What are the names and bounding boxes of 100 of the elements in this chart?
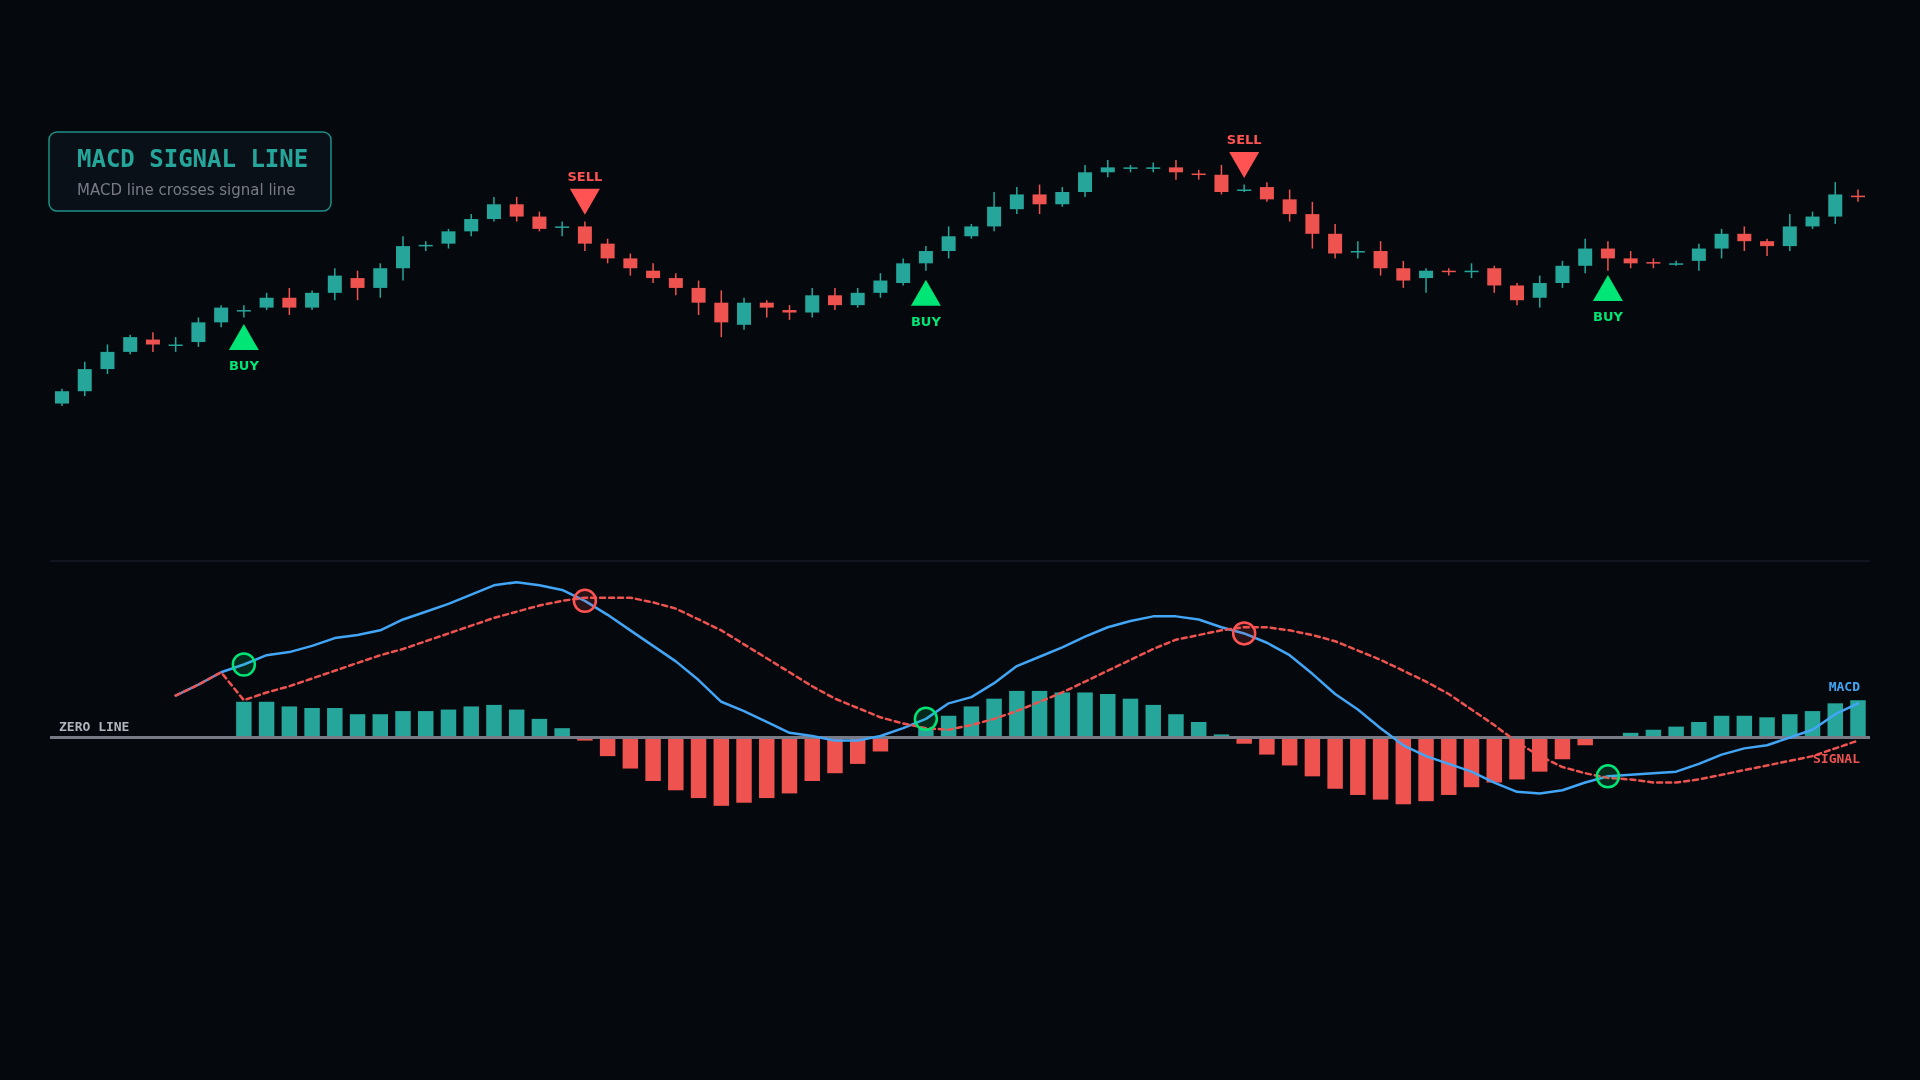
bar: [1100, 694, 1116, 738]
candlestick: [441, 228, 456, 250]
bar: [327, 707, 343, 738]
candlestick: [1146, 161, 1161, 174]
candlestick: [1600, 240, 1615, 272]
bar: [713, 737, 730, 806]
candlestick: [1078, 164, 1093, 198]
candlestick: [1009, 186, 1024, 215]
bar: [1441, 737, 1457, 795]
bar: [1122, 698, 1139, 738]
bar: [508, 709, 525, 738]
series-label: SELL: [1226, 131, 1262, 147]
bar: [1168, 714, 1184, 738]
bar: [1418, 737, 1434, 802]
bar: [759, 737, 775, 799]
point: [910, 279, 941, 306]
chart-title: MACD SIGNAL LINE: [77, 145, 309, 173]
candlestick: [805, 287, 820, 319]
bar: [1054, 692, 1071, 738]
candlestick: [759, 299, 774, 319]
bar: [372, 714, 389, 738]
candlestick: [1578, 237, 1593, 274]
candlestick: [214, 304, 229, 329]
bar: [418, 711, 434, 738]
candlestick: [827, 287, 842, 311]
bar: [1327, 737, 1343, 789]
bar: [349, 714, 366, 738]
candlestick: [896, 257, 911, 287]
point: [913, 706, 939, 732]
bar: [463, 706, 479, 738]
candlestick: [691, 279, 706, 316]
candlestick: [577, 220, 592, 252]
candlestick: [1100, 159, 1115, 178]
candlestick: [282, 287, 297, 316]
candlestick: [1032, 183, 1047, 215]
bar: [1145, 704, 1161, 738]
bar: [668, 737, 684, 791]
series-label: BUY: [228, 358, 260, 374]
bar: [690, 737, 707, 799]
candlestick: [1782, 213, 1797, 252]
bar: [1281, 737, 1298, 766]
candlestick: [532, 210, 547, 233]
candlestick: [1055, 186, 1070, 208]
bar: [236, 701, 252, 738]
ref-line-label: ZERO LINE: [59, 718, 130, 734]
candlestick: [873, 272, 888, 299]
candlestick: [396, 235, 411, 282]
bar: [1509, 737, 1525, 780]
bar: [1077, 692, 1093, 738]
candlestick: [1532, 274, 1547, 309]
candlestick: [668, 272, 683, 297]
candlestick: [1487, 265, 1502, 294]
candlestick: [1214, 164, 1229, 196]
point: [569, 188, 600, 215]
text: BUY: [910, 313, 941, 329]
candlestick: [100, 343, 115, 375]
candlestick: [918, 245, 933, 272]
candlestick: [737, 297, 752, 331]
candlestick: [509, 196, 524, 223]
candlestick: [350, 269, 365, 301]
candlestick: [1259, 181, 1274, 203]
bar: [440, 709, 457, 738]
candlestick: [1555, 260, 1570, 289]
candlestick: [1282, 188, 1297, 223]
candlestick: [555, 220, 570, 238]
series-label: MACD: [1828, 679, 1861, 695]
candlestick: [1691, 242, 1706, 272]
candlestick: [327, 267, 342, 301]
candlestick: [191, 316, 206, 348]
candlestick: [600, 237, 615, 265]
candlestick: [1168, 159, 1183, 181]
candlestick: [1419, 267, 1434, 294]
candlestick: [623, 252, 638, 277]
series-label: SIGNAL: [1813, 750, 1861, 766]
bar: [258, 701, 275, 738]
candlestick: [1396, 260, 1411, 289]
candlestick: [1714, 228, 1729, 260]
bar: [622, 737, 639, 769]
bar: [1395, 737, 1412, 805]
point: [1229, 151, 1260, 178]
candlestick: [77, 360, 92, 397]
candlestick: [1760, 237, 1775, 257]
point: [231, 652, 257, 677]
point: [1231, 621, 1257, 646]
bar: [645, 737, 661, 781]
candlestick: [1328, 223, 1343, 260]
bar: [1009, 690, 1025, 738]
candlestick: [1350, 240, 1365, 260]
bar: [1350, 737, 1366, 795]
candlestick: [987, 191, 1002, 233]
text: SELL: [567, 168, 603, 184]
bar: [1304, 737, 1321, 777]
candlestick: [464, 213, 479, 238]
text: MACD line crosses signal line: [77, 181, 296, 199]
candlestick: [236, 304, 251, 319]
bar: [304, 707, 320, 738]
point: [1592, 274, 1623, 301]
bar: [804, 737, 820, 781]
candlestick: [305, 289, 320, 311]
bar: [1486, 737, 1502, 783]
